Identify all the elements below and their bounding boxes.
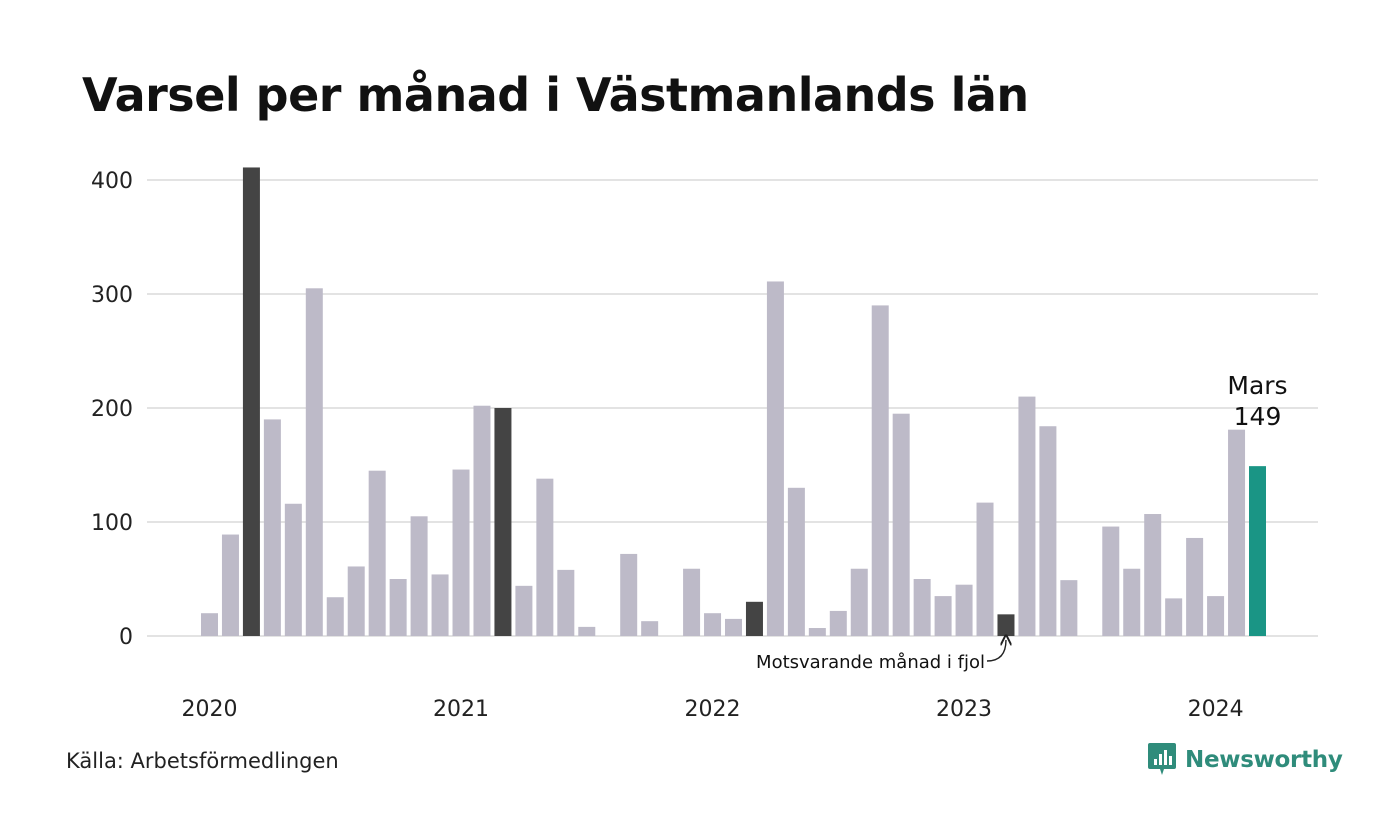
bar <box>263 419 281 636</box>
current-value-label: 149 <box>1234 402 1282 431</box>
bar <box>557 569 575 636</box>
bar <box>1018 396 1036 636</box>
bar <box>431 574 449 636</box>
x-tick-label: 2020 <box>182 697 238 722</box>
bar <box>410 516 428 636</box>
bar <box>452 469 470 636</box>
bar <box>620 553 638 636</box>
bar <box>1102 526 1120 636</box>
bar <box>808 628 826 636</box>
bar <box>850 568 868 636</box>
bar <box>787 487 805 636</box>
bar <box>515 585 533 636</box>
x-tick-label: 2024 <box>1188 697 1244 722</box>
bar <box>578 626 596 636</box>
bar-same-month <box>494 408 512 636</box>
bar <box>201 613 218 636</box>
bar <box>725 618 742 636</box>
bar <box>284 503 302 636</box>
x-tick-label: 2022 <box>685 697 741 722</box>
bar <box>871 305 889 636</box>
bar <box>1186 537 1204 636</box>
bar <box>1165 598 1183 636</box>
bar <box>1207 596 1225 636</box>
bar <box>683 568 701 636</box>
x-tick-label: 2023 <box>936 697 992 722</box>
bar-same-month <box>745 601 763 636</box>
bar <box>305 288 323 636</box>
bar <box>892 413 910 636</box>
bar <box>934 596 952 636</box>
bar <box>976 502 994 636</box>
bar <box>473 405 491 636</box>
y-tick-label: 400 <box>91 169 133 194</box>
annotation-arrow <box>986 640 1006 662</box>
bar <box>536 478 554 636</box>
bar <box>221 534 239 636</box>
brand-name: Newsworthy <box>1185 747 1343 773</box>
x-axis-ticks: 2020 2021 2022 2023 2024 <box>182 697 1244 722</box>
bar <box>766 281 784 636</box>
bar <box>829 610 847 636</box>
bar <box>347 566 365 636</box>
bar <box>1144 514 1162 636</box>
bar <box>368 470 386 636</box>
bar <box>1039 426 1057 636</box>
bar <box>955 584 973 636</box>
bar-same-month <box>997 614 1015 636</box>
bar <box>1123 568 1141 636</box>
bar <box>913 579 931 636</box>
bar-chart: 0 100 200 300 400 2020 2021 2022 2023 2024 Mars1… <box>91 167 1318 722</box>
y-axis-ticks: 0 100 200 300 400 <box>91 169 133 650</box>
y-tick-label: 200 <box>91 397 133 422</box>
bar <box>1060 580 1078 636</box>
newsworthy-logo-icon <box>1148 743 1176 775</box>
bar <box>1228 429 1246 636</box>
current-month-label: Mars <box>1227 371 1287 400</box>
y-tick-label: 300 <box>91 283 133 308</box>
y-tick-label: 100 <box>91 511 133 536</box>
bar-same-month <box>242 167 260 636</box>
newsworthy-brand[interactable]: Newsworthy <box>1147 742 1343 778</box>
y-tick-label: 0 <box>119 625 133 650</box>
bars <box>201 167 1266 636</box>
bar <box>389 579 407 636</box>
chart-title: Varsel per månad i Västmanlands län <box>82 68 1029 122</box>
source-label: Källa: Arbetsförmedlingen <box>66 749 339 773</box>
bar-current <box>1249 466 1266 636</box>
bar <box>641 621 659 636</box>
x-tick-label: 2021 <box>433 697 489 722</box>
bar <box>704 613 722 636</box>
bar <box>326 597 344 636</box>
annotation-label: Motsvarande månad i fjol <box>756 652 985 673</box>
